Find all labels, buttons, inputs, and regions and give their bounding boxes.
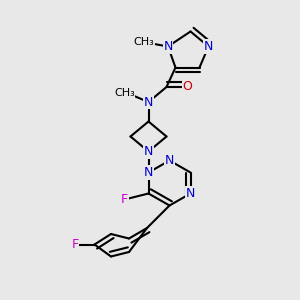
Text: N: N — [165, 154, 174, 167]
Text: CH₃: CH₃ — [114, 88, 135, 98]
Text: F: F — [121, 193, 128, 206]
Text: CH₃: CH₃ — [134, 37, 154, 47]
Text: N: N — [163, 40, 173, 53]
Text: N: N — [186, 187, 195, 200]
Text: N: N — [144, 145, 153, 158]
Text: F: F — [71, 238, 79, 251]
Text: N: N — [144, 166, 153, 179]
Text: N: N — [144, 95, 153, 109]
Text: O: O — [183, 80, 192, 94]
Text: N: N — [204, 40, 213, 53]
